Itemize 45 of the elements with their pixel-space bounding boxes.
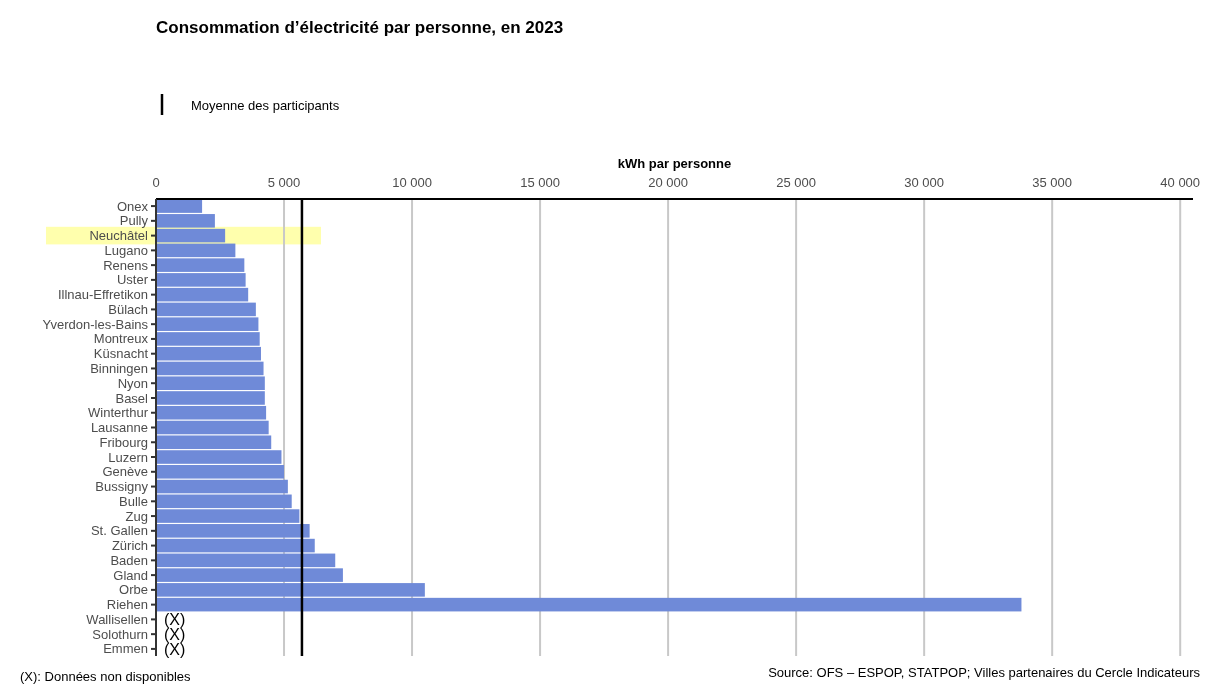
x-tick-label: 40 000 <box>1160 175 1201 190</box>
y-tick-label: Fribourg <box>99 434 148 450</box>
y-tick-label: Lausanne <box>90 420 148 436</box>
x-tick-label: 5 000 <box>267 175 301 190</box>
y-tick-label: Zug <box>125 508 148 524</box>
y-tick-label: Nyon <box>117 375 148 391</box>
legend-label: Moyenne des participants <box>191 97 340 113</box>
x-tick-label: 0 <box>152 175 160 190</box>
y-tick-label: Uster <box>116 272 149 288</box>
y-tick-label: Montreux <box>93 331 149 347</box>
y-tick-label: Yverdon-les-Bains <box>42 316 149 332</box>
y-tick-label: Bussigny <box>95 479 149 495</box>
y-tick-label: Lugano <box>104 242 148 258</box>
y-tick-label: Winterthur <box>88 405 149 421</box>
y-tick-label: Illnau-Effretikon <box>57 287 148 303</box>
y-tick-label: Wallisellen <box>86 611 148 627</box>
y-tick-label: Renens <box>103 257 149 273</box>
y-tick-label: St. Gallen <box>90 523 148 539</box>
y-tick-label: Genève <box>102 464 148 480</box>
y-tick-label: Luzern <box>108 449 148 465</box>
y-tick-label: Riehen <box>106 597 148 613</box>
x-tick-label: 25 000 <box>776 175 817 190</box>
y-tick-label: Onex <box>116 198 149 214</box>
x-tick-label: 15 000 <box>520 175 560 190</box>
y-tick-label: Bulle <box>119 493 148 509</box>
y-tick-label: Basel <box>115 390 149 406</box>
text: (X): Données non disponibles <box>20 668 192 684</box>
y-tick-label: Bülach <box>108 301 148 317</box>
x-tick-label: 30 000 <box>904 175 945 190</box>
y-tick-label: Gland <box>113 567 148 583</box>
source-note: Source: OFS – ESPOP, STATPOP; Villes partenaires du Cercle Indicateurs <box>768 664 1201 680</box>
x-tick-label: 20 000 <box>648 175 688 190</box>
y-tick-label: Binningen <box>90 361 148 377</box>
y-tick-label: Solothurn <box>92 626 148 642</box>
x-tick-label: 35 000 <box>1032 175 1073 190</box>
y-tick-label: Orbe <box>119 582 148 598</box>
y-tick-label: Baden <box>110 552 148 568</box>
chart-title: Consommation d’électricité par personne, en 2023 <box>156 18 564 37</box>
y-tick-label: Küsnacht <box>93 346 149 362</box>
x-tick-label: 10 000 <box>392 175 432 190</box>
y-tick-label: Emmen <box>103 641 148 657</box>
y-tick-label: Neuchâtel <box>89 228 149 244</box>
x-axis-title: kWh par personne <box>617 156 732 171</box>
y-tick-label: Zürich <box>111 538 148 554</box>
y-tick-label: Pully <box>119 213 149 229</box>
